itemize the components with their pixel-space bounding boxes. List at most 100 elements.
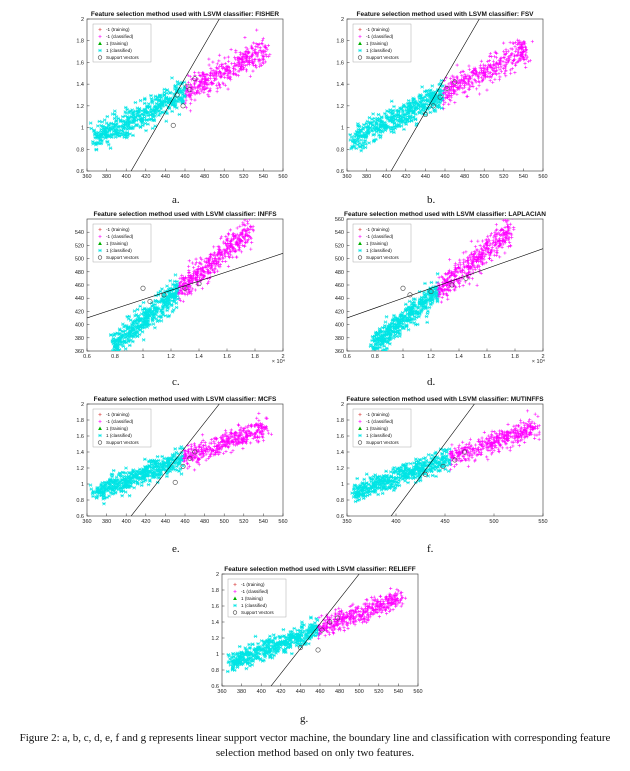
- point-positive: [149, 93, 153, 98]
- point-positive: [120, 329, 124, 333]
- point-positive: [121, 344, 126, 349]
- point-negative: [204, 458, 208, 462]
- point-negative: [266, 428, 270, 432]
- point-positive: [425, 88, 429, 93]
- point-negative: [200, 451, 205, 455]
- point-negative: [470, 80, 474, 84]
- point-negative: [210, 257, 214, 261]
- point-negative: [215, 67, 219, 71]
- chart-4-legend-label: Support Vectors: [106, 440, 139, 445]
- point-positive: [402, 127, 406, 132]
- point-negative: [486, 246, 491, 251]
- chart-5-ytick-label: 2: [341, 402, 344, 408]
- point-negative: [213, 448, 217, 453]
- point-positive: [165, 474, 169, 479]
- point-negative: [193, 276, 197, 280]
- point-positive: [144, 472, 149, 476]
- point-negative: [263, 49, 268, 53]
- point-negative: [214, 437, 218, 441]
- point-positive: [398, 106, 402, 110]
- point-positive: [365, 130, 369, 135]
- point-negative: [249, 54, 254, 58]
- point-negative: [488, 74, 493, 79]
- point-negative: [261, 439, 266, 443]
- point-negative: [206, 281, 210, 286]
- point-positive: [123, 480, 128, 484]
- point-negative: [236, 422, 240, 426]
- point-negative: [515, 38, 520, 42]
- chart-1-xtick-label: 460: [440, 174, 449, 180]
- point-negative: [251, 229, 256, 233]
- point-negative: [436, 287, 441, 291]
- point-negative: [253, 57, 257, 61]
- point-negative: [237, 233, 242, 237]
- point-negative: [232, 443, 236, 447]
- point-negative: [216, 448, 220, 452]
- point-negative: [522, 39, 526, 44]
- support-vector: [182, 285, 188, 291]
- point-negative: [209, 262, 214, 266]
- point-negative: [210, 450, 214, 454]
- point-negative: [208, 271, 212, 275]
- point-negative: [207, 57, 211, 61]
- point-positive: [372, 119, 376, 123]
- point-positive: [176, 99, 180, 104]
- point-negative: [453, 80, 457, 84]
- point-positive: [120, 486, 124, 491]
- point-negative: [261, 42, 265, 46]
- point-negative: [478, 63, 483, 67]
- chart-1-xtick-label: 560: [538, 174, 547, 180]
- point-positive: [412, 300, 416, 304]
- point-negative: [208, 253, 212, 257]
- point-negative: [504, 58, 509, 62]
- point-positive: [146, 309, 151, 313]
- chart-0-points: [88, 28, 272, 152]
- point-positive: [358, 133, 362, 138]
- point-positive: [128, 480, 133, 484]
- point-negative: [214, 261, 218, 265]
- point-negative: [254, 42, 258, 46]
- point-negative: [461, 80, 466, 84]
- point-positive: [89, 126, 94, 131]
- point-negative: [508, 448, 512, 453]
- chart-4-xtick-label: 420: [141, 519, 150, 525]
- chart-0-legend: -1 (training)-1 (classified)1 (training)…: [92, 23, 152, 63]
- chart-4-ytick-label: 1.4: [76, 450, 84, 456]
- point-positive: [88, 483, 93, 487]
- point-negative: [258, 62, 262, 66]
- chart-3-xtick-label: 0.8: [371, 354, 379, 360]
- point-positive: [402, 113, 406, 117]
- chart-4-xtick-label: 520: [239, 519, 248, 525]
- point-negative: [513, 58, 517, 62]
- chart-3-legend-marker: [358, 227, 362, 232]
- point-positive: [141, 300, 146, 305]
- point-negative: [466, 77, 470, 81]
- point-negative: [465, 77, 469, 81]
- point-negative: [238, 238, 242, 243]
- point-positive: [140, 118, 144, 123]
- chart-1-xtick-label: 380: [362, 174, 371, 180]
- point-negative: [249, 225, 253, 229]
- point-negative: [508, 226, 512, 230]
- point-positive: [405, 317, 410, 322]
- chart-3-ytick-label: 520: [335, 243, 344, 249]
- point-negative: [187, 259, 191, 263]
- point-positive: [124, 340, 128, 345]
- chart-2-xtick-label: 2: [281, 354, 284, 360]
- support-vector: [192, 76, 198, 82]
- point-negative: [211, 60, 215, 64]
- point-negative: [505, 235, 509, 239]
- point-positive: [146, 482, 151, 487]
- point-negative: [446, 287, 450, 291]
- point-negative: [478, 244, 482, 248]
- point-negative: [457, 284, 462, 289]
- point-negative: [191, 274, 195, 278]
- point-positive: [165, 296, 170, 301]
- point-positive: [139, 312, 144, 316]
- point-negative: [506, 238, 511, 242]
- point-negative: [473, 245, 478, 249]
- point-negative: [221, 438, 225, 442]
- point-positive: [419, 295, 424, 300]
- point-negative: [191, 77, 195, 81]
- point-positive: [155, 307, 159, 311]
